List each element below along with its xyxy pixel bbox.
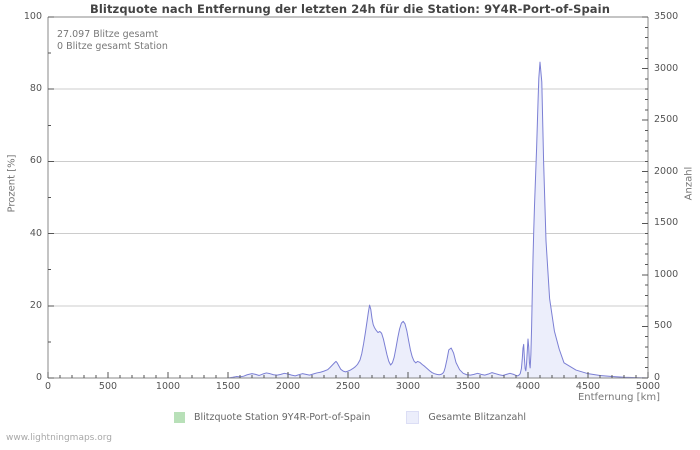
y-tick-right-5: 2500 [654,114,679,126]
y-tick-left-5: 100 [23,11,42,22]
x-tick-7: 3500 [455,381,481,392]
x-tick-4: 2000 [275,381,301,392]
legend-label-total: Gesamte Blitzanzahl [428,412,526,423]
legend-swatch-station [174,412,185,423]
y-tick-left-2: 40 [29,227,42,239]
x-tick-6: 3000 [395,381,421,392]
watermark: www.lightningmaps.org [6,433,112,443]
x-axis-label: Entfernung [km] [577,392,660,403]
annotation-total: 27.097 Blitze gesamt [57,29,159,40]
y-tick-right-3: 1500 [654,217,679,229]
legend-item-station[interactable]: Blitzquote Station 9Y4R-Port-of-Spain [174,412,370,423]
x-tick-0: 0 [44,381,52,392]
y-tick-right-4: 2000 [654,165,679,177]
y-tick-left-3: 60 [29,155,42,167]
y-tick-right-2: 1000 [654,268,679,280]
x-tick-10: 5000 [635,381,661,392]
y-tick-left-1: 20 [29,299,42,311]
y-tick-right-7: 3500 [654,11,679,22]
y-tick-left-0: 0 [35,372,42,383]
x-tick-1: 500 [98,381,118,392]
x-tick-3: 1500 [215,381,241,392]
x-tick-8: 4000 [515,381,541,392]
x-tick-5: 2500 [335,381,361,392]
chart-legend: Blitzquote Station 9Y4R-Port-of-Spain Ge… [0,411,700,424]
y-tick-right-1: 500 [654,320,673,332]
legend-swatch-total [406,411,420,424]
y-tick-right-0: 0 [654,372,661,383]
y-tick-left-4: 80 [29,83,42,95]
y-axis-label-right: Anzahl [683,166,695,201]
y-tick-right-6: 3000 [654,62,679,74]
annotation-station: 0 Blitze gesamt Station [57,40,168,52]
legend-item-total[interactable]: Gesamte Blitzanzahl [406,411,526,424]
legend-label-station: Blitzquote Station 9Y4R-Port-of-Spain [194,412,371,423]
x-tick-2: 1000 [155,381,181,392]
x-tick-9: 4500 [575,381,601,392]
chart-title: Blitzquote nach Entfernung der letzten 2… [90,2,610,16]
chart-annotation: 27.097 Blitze gesamt 0 Blitze gesamt Sta… [57,29,168,52]
